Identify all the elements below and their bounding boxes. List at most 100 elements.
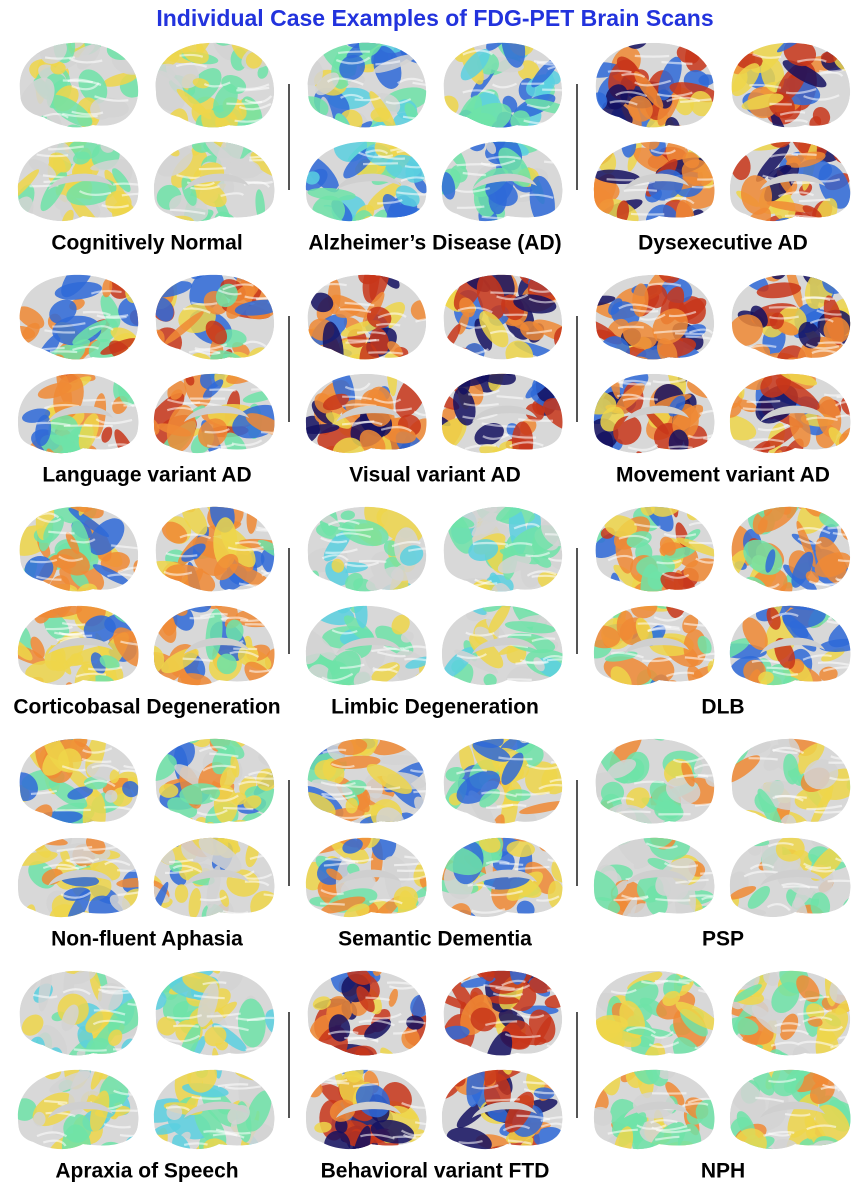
sulcus	[325, 857, 359, 863]
sulcus	[768, 1077, 797, 1083]
metabolic-patch	[766, 200, 814, 213]
metabolic-patch	[38, 970, 52, 1012]
metabolic-patch	[643, 837, 677, 849]
sulcus	[199, 895, 227, 902]
metabolic-patch	[176, 88, 212, 120]
sulcus	[515, 791, 550, 796]
brain-medial	[305, 373, 427, 454]
panel-label: Corticobasal Degeneration	[13, 696, 280, 719]
sulcus	[169, 858, 194, 864]
corpus-callosum	[760, 637, 825, 654]
metabolic-patch	[479, 444, 502, 454]
brain-medial	[153, 373, 275, 454]
brain-lateral	[731, 970, 851, 1056]
sulcus	[340, 93, 364, 100]
sulcus	[71, 82, 100, 91]
panel-label: DLB	[701, 696, 744, 719]
metabolic-patch	[66, 178, 117, 206]
metabolic-patch	[682, 152, 700, 169]
sulcus	[547, 65, 563, 74]
metabolic-patch	[774, 684, 811, 728]
metabolic-patch	[779, 1013, 799, 1040]
sulcus	[701, 896, 715, 905]
brain-lateral	[443, 738, 563, 824]
sulcus	[485, 860, 510, 865]
metabolic-patch	[729, 402, 742, 418]
metabolic-patch	[785, 913, 798, 918]
sulcus	[111, 401, 135, 408]
metabolic-patch	[100, 294, 121, 328]
metabolic-patch	[453, 970, 473, 981]
metabolic-patch	[118, 296, 139, 327]
sulcus	[699, 409, 715, 418]
sulcus	[802, 654, 832, 661]
metabolic-patch	[505, 340, 534, 360]
sulcus	[357, 331, 386, 335]
panel-label: PSP	[702, 928, 744, 951]
metabolic-patch	[804, 759, 839, 790]
sulcus	[368, 351, 404, 355]
metabolic-patch	[622, 321, 658, 350]
sulcus	[682, 1102, 709, 1107]
sulcus	[698, 988, 715, 995]
sulcus	[91, 764, 120, 772]
metabolic-patch	[652, 1146, 670, 1150]
metabolic-patch	[246, 1090, 272, 1132]
metabolic-patch	[211, 1069, 230, 1071]
panel: Dysexecutive AD	[593, 42, 851, 255]
metabolic-patch	[153, 866, 162, 885]
sulcus	[358, 559, 387, 564]
sulcus	[486, 155, 521, 161]
sulcus	[263, 893, 275, 900]
metabolic-patch	[188, 888, 202, 918]
panel-label: Visual variant AD	[349, 464, 521, 487]
sulcus	[401, 1102, 427, 1109]
metabolic-patch	[342, 838, 363, 854]
corpus-callosum	[624, 173, 689, 190]
metabolic-patch	[608, 685, 635, 713]
metabolic-patch	[204, 1026, 227, 1047]
panel: Language variant AD	[17, 274, 275, 487]
sulcus	[400, 176, 426, 183]
sulcus	[188, 349, 221, 355]
metabolic-patch	[729, 886, 757, 900]
panel-label: Alzheimer’s Disease (AD)	[308, 232, 561, 255]
metabolic-patch	[82, 970, 108, 990]
sulcus	[321, 554, 349, 562]
sulcus	[127, 1002, 139, 1007]
brain-lateral	[731, 42, 851, 128]
sulcus	[44, 403, 80, 410]
sulcus	[749, 863, 775, 870]
sulcus	[637, 622, 672, 629]
sulcus	[650, 149, 676, 155]
sulcus	[190, 301, 218, 306]
sulcus	[235, 541, 262, 546]
sulcus	[217, 1083, 249, 1088]
sulcus	[396, 149, 423, 154]
brain-medial	[17, 373, 139, 454]
metabolic-patch	[659, 536, 676, 556]
sulcus	[507, 1139, 532, 1145]
sulcus	[326, 77, 364, 86]
panel: NPH	[593, 970, 851, 1183]
sulcus	[647, 625, 680, 632]
sulcus	[456, 653, 487, 660]
brain-lateral	[731, 274, 851, 360]
sulcus	[838, 1035, 851, 1040]
metabolic-patch	[40, 434, 80, 454]
metabolic-patch	[305, 141, 327, 156]
sulcus	[49, 350, 78, 354]
sulcus	[93, 1009, 126, 1016]
metabolic-patch	[48, 152, 72, 173]
brain-medial	[441, 1069, 563, 1150]
metabolic-patch	[690, 373, 704, 379]
sulcus	[606, 178, 634, 182]
sulcus	[52, 322, 86, 328]
metabolic-patch	[640, 506, 655, 516]
sulcus	[471, 908, 506, 914]
metabolic-patch	[487, 995, 520, 1005]
metabolic-patch	[779, 438, 804, 454]
sulcus	[179, 533, 211, 540]
sulcus	[481, 791, 517, 798]
sulcus	[256, 528, 275, 532]
